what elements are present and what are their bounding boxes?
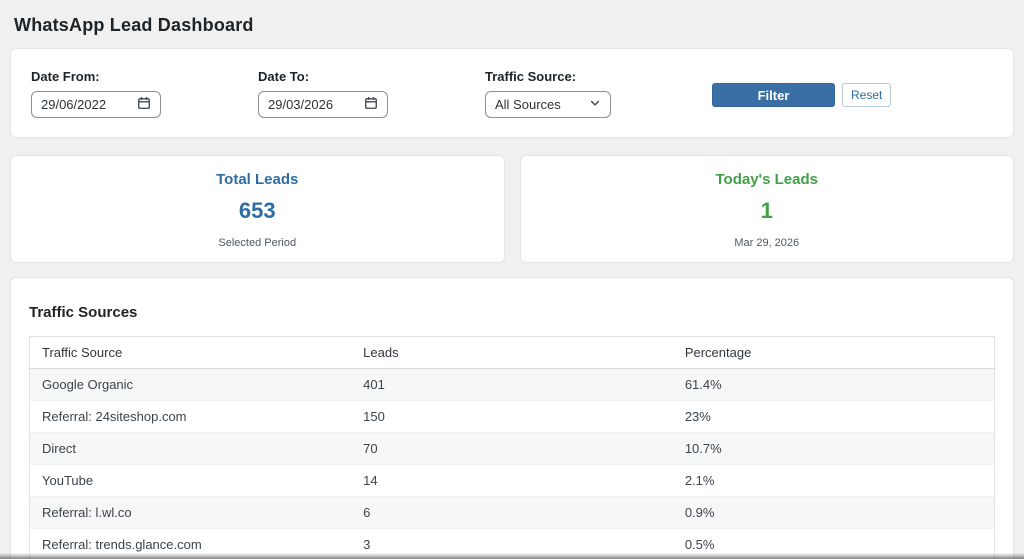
table-row: Referral: l.wl.co 6 0.9% [29, 496, 995, 529]
total-leads-subtitle: Selected Period [218, 237, 297, 249]
calendar-icon[interactable] [137, 96, 151, 113]
cell-source: YouTube [29, 464, 352, 497]
total-leads-card: Total Leads 653 Selected Period [10, 155, 505, 263]
date-to-group: Date To: 29/03/2026 [258, 69, 388, 118]
cell-percentage: 61.4% [672, 368, 995, 401]
filter-button[interactable]: Filter [712, 83, 835, 107]
traffic-source-label: Traffic Source: [485, 69, 577, 84]
cell-percentage: 0.9% [672, 496, 995, 529]
cell-source: Referral: 24siteshop.com [29, 400, 352, 433]
traffic-source-group: Traffic Source: All Sources [485, 69, 611, 118]
cell-leads: 3 [351, 528, 673, 559]
chevron-down-icon [589, 97, 601, 112]
cell-source: Referral: trends.glance.com [29, 528, 352, 559]
cell-leads: 6 [351, 496, 673, 529]
page-title: WhatsApp Lead Dashboard [14, 15, 254, 35]
calendar-icon[interactable] [364, 96, 378, 113]
traffic-source-select[interactable]: All Sources [485, 91, 611, 118]
filter-bar: Date From: 29/06/2022 Date To: 29/03/202… [10, 48, 1014, 138]
cell-source: Referral: l.wl.co [29, 496, 352, 529]
cell-percentage: 23% [672, 400, 995, 433]
todays-leads-subtitle: Mar 29, 2026 [734, 237, 800, 249]
traffic-sources-heading: Traffic Sources [29, 304, 138, 321]
cell-percentage: 2.1% [672, 464, 995, 497]
stats-row: Total Leads 653 Selected Period Today's … [10, 155, 1014, 263]
cell-leads: 70 [351, 432, 673, 465]
date-to-value: 29/03/2026 [268, 97, 334, 112]
column-header-traffic-source: Traffic Source [29, 336, 352, 369]
date-from-value: 29/06/2022 [41, 97, 107, 112]
cell-source: Direct [29, 432, 352, 465]
total-leads-value: 653 [238, 198, 276, 223]
table-row: Direct 70 10.7% [29, 432, 995, 465]
todays-leads-title: Today's Leads [715, 171, 819, 188]
date-from-group: Date From: 29/06/2022 [31, 69, 161, 118]
date-from-label: Date From: [31, 69, 100, 84]
total-leads-title: Total Leads [216, 171, 299, 188]
cell-source: Google Organic [29, 368, 352, 401]
cell-percentage: 0.5% [672, 528, 995, 559]
table-header-row: Traffic Source Leads Percentage [29, 336, 995, 369]
traffic-source-selected-value: All Sources [495, 97, 561, 112]
cell-leads: 401 [351, 368, 673, 401]
date-to-label: Date To: [258, 69, 310, 84]
reset-button[interactable]: Reset [842, 83, 892, 107]
table-row: Referral: trends.glance.com 3 0.5% [29, 528, 995, 559]
date-from-input[interactable]: 29/06/2022 [31, 91, 161, 118]
column-header-leads: Leads [351, 336, 673, 369]
column-header-percentage: Percentage [672, 336, 995, 369]
table-row: Referral: 24siteshop.com 150 23% [29, 400, 995, 433]
todays-leads-card: Today's Leads 1 Mar 29, 2026 [519, 155, 1014, 263]
traffic-sources-table: Traffic Source Leads Percentage Google O… [29, 336, 995, 559]
todays-leads-value: 1 [760, 198, 773, 223]
table-row: YouTube 14 2.1% [29, 464, 995, 497]
cell-leads: 150 [351, 400, 673, 433]
cell-percentage: 10.7% [672, 432, 995, 465]
traffic-sources-card: Traffic Sources Traffic Source Leads Per… [10, 277, 1014, 559]
table-row: Google Organic 401 61.4% [29, 368, 995, 401]
filter-buttons: Filter Reset [712, 69, 892, 107]
cell-leads: 14 [351, 464, 673, 497]
date-to-input[interactable]: 29/03/2026 [258, 91, 388, 118]
